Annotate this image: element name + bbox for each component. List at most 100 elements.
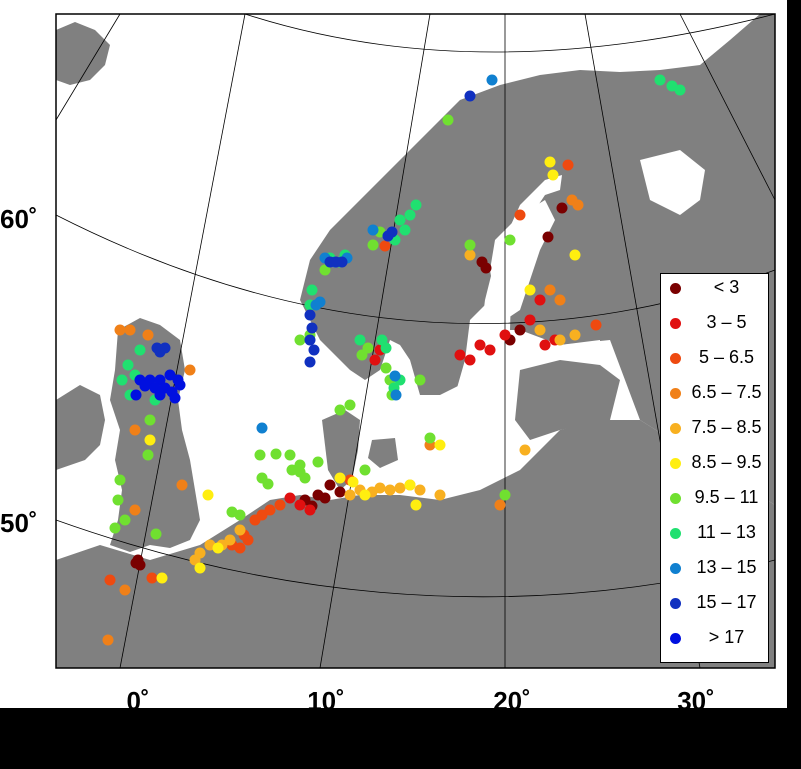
site-marker [270, 448, 282, 460]
site-marker [399, 224, 411, 236]
site-marker [306, 322, 318, 334]
site-marker [116, 374, 128, 386]
gulf-of-bothnia [490, 200, 555, 320]
legend-swatch [670, 598, 681, 609]
site-marker [410, 199, 422, 211]
site-marker [312, 456, 324, 468]
site-marker [119, 584, 131, 596]
site-marker [284, 449, 296, 461]
site-marker [464, 90, 476, 102]
site-marker [464, 239, 476, 251]
site-marker [380, 342, 392, 354]
site-marker [362, 342, 374, 354]
sample-sites [102, 74, 686, 646]
site-marker [142, 449, 154, 461]
land-zealand [368, 438, 398, 468]
site-marker [534, 324, 546, 336]
parallel-70 [244, 13, 776, 53]
site-marker [442, 114, 454, 126]
site-marker [324, 479, 336, 491]
legend-item-gt17: > 17 [661, 624, 768, 659]
legend-label: < 3 [713, 277, 740, 297]
lon-label-10: 10˚ [307, 686, 345, 716]
land-denmark [322, 410, 360, 490]
site-marker [394, 482, 406, 494]
site-marker [134, 344, 146, 356]
site-marker [144, 434, 156, 446]
land-baltic-states [515, 360, 620, 440]
site-marker [334, 486, 346, 498]
site-marker [202, 489, 214, 501]
site-marker [304, 309, 316, 321]
legend-swatch [670, 458, 681, 469]
legend-swatch [670, 563, 681, 574]
site-marker [294, 499, 306, 511]
site-marker [256, 472, 268, 484]
white-sea [640, 150, 705, 215]
site-marker [234, 524, 246, 536]
site-marker [424, 432, 436, 444]
site-marker [454, 349, 466, 361]
site-marker [119, 514, 131, 526]
site-marker [102, 634, 114, 646]
site-marker [234, 509, 246, 521]
site-marker [308, 344, 320, 356]
site-marker [319, 492, 331, 504]
legend-label: > 17 [708, 627, 745, 647]
legend-swatch [670, 493, 681, 504]
legend-label: 7.5 – 8.5 [691, 417, 762, 437]
site-marker [122, 359, 134, 371]
site-marker [194, 562, 206, 574]
site-marker [544, 284, 556, 296]
site-marker [534, 294, 546, 306]
legend: < 3 3 – 5 5 – 6.5 6.5 – 7.5 7.5 – 8.5 8.… [660, 273, 769, 663]
site-marker [519, 444, 531, 456]
site-marker [304, 504, 316, 516]
site-marker [174, 379, 186, 391]
site-marker [150, 528, 162, 540]
site-marker [524, 284, 536, 296]
site-marker [504, 234, 516, 246]
site-marker [524, 314, 536, 326]
legend-item-15-17: 15 – 17 [661, 589, 768, 624]
site-marker [129, 424, 141, 436]
site-marker [344, 489, 356, 501]
legend-item-9_5-11: 9.5 – 11 [661, 484, 768, 519]
site-marker [284, 492, 296, 504]
site-marker [464, 354, 476, 366]
site-marker [380, 362, 392, 374]
site-marker [124, 324, 136, 336]
site-marker [367, 239, 379, 251]
site-marker [464, 249, 476, 261]
site-marker [334, 472, 346, 484]
site-marker [304, 356, 316, 368]
legend-item-11-13: 11 – 13 [661, 519, 768, 554]
site-marker [484, 344, 496, 356]
site-marker [379, 240, 391, 252]
site-marker [486, 74, 498, 86]
site-marker [306, 284, 318, 296]
legend-swatch [670, 423, 681, 434]
site-marker [132, 554, 144, 566]
site-marker [294, 334, 306, 346]
site-marker [539, 339, 551, 351]
map-frame [55, 13, 776, 669]
site-marker [114, 324, 126, 336]
site-marker [394, 214, 406, 226]
legend-swatch [670, 528, 681, 539]
site-marker [344, 399, 356, 411]
legend-item-13-15: 13 – 15 [661, 554, 768, 589]
site-marker [109, 522, 121, 534]
site-marker [544, 156, 556, 168]
site-marker [480, 262, 492, 274]
site-marker [566, 194, 578, 206]
legend-label: 15 – 17 [696, 592, 757, 612]
land-continent [56, 420, 775, 668]
site-marker [404, 209, 416, 221]
site-marker [154, 374, 166, 386]
site-marker [494, 499, 506, 511]
site-marker [104, 574, 116, 586]
legend-item-7_5-8_5: 7.5 – 8.5 [661, 414, 768, 449]
lat-label-60: 60˚ [0, 204, 38, 234]
